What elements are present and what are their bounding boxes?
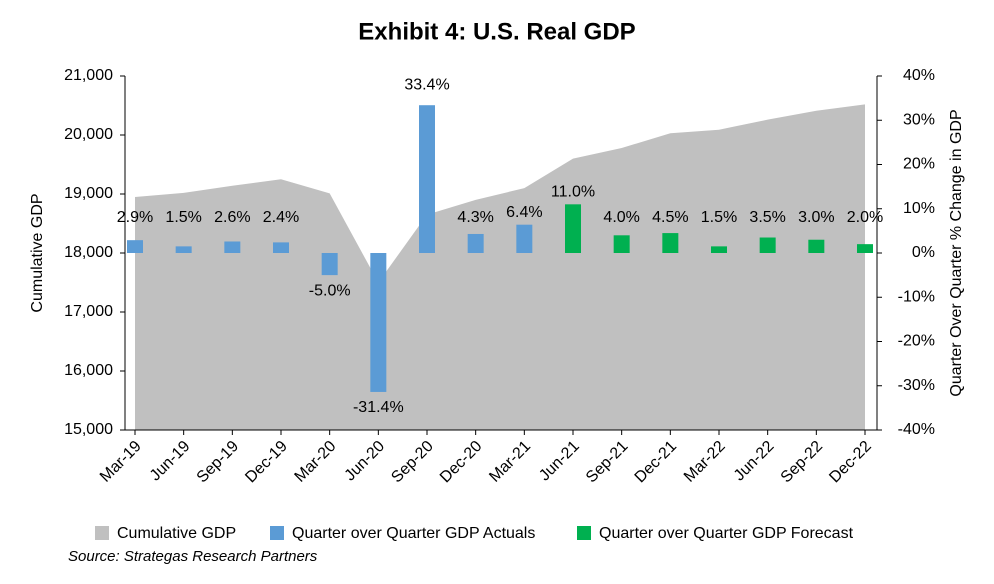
value-label: 11.0% bbox=[551, 184, 595, 201]
value-label: 33.4% bbox=[404, 76, 449, 93]
y2-tick-label: 30% bbox=[903, 111, 935, 128]
legend-swatch bbox=[270, 526, 284, 540]
value-label: 2.0% bbox=[847, 209, 883, 226]
bar bbox=[273, 242, 289, 253]
value-label: 4.5% bbox=[652, 209, 688, 226]
x-tick-label: Mar-22 bbox=[681, 438, 729, 486]
y2-tick-label: 20% bbox=[903, 156, 935, 173]
bar bbox=[711, 246, 727, 253]
y-tick-label: 15,000 bbox=[64, 421, 113, 438]
x-tick-label: Mar-20 bbox=[292, 438, 340, 486]
value-label: 1.5% bbox=[165, 209, 201, 226]
value-label: -31.4% bbox=[353, 399, 404, 416]
bar bbox=[419, 105, 435, 253]
chart-title: Exhibit 4: U.S. Real GDP bbox=[358, 18, 635, 45]
value-label: 2.4% bbox=[263, 209, 299, 226]
x-tick-label: Sep-22 bbox=[778, 438, 827, 487]
bar bbox=[127, 240, 143, 253]
y2-tick-label: 0% bbox=[912, 244, 935, 261]
bar bbox=[175, 246, 192, 253]
y-tick-label: 21,000 bbox=[64, 67, 113, 84]
y-tick-label: 18,000 bbox=[64, 244, 113, 261]
y-tick-label: 17,000 bbox=[64, 303, 113, 320]
value-label: 4.3% bbox=[457, 209, 493, 226]
x-tick-label: Sep-21 bbox=[583, 438, 632, 487]
y2-axis-title: Quarter Over Quarter % Change in GDP bbox=[948, 109, 965, 396]
value-label: 2.9% bbox=[117, 209, 153, 226]
x-tick-label: Sep-20 bbox=[388, 438, 437, 487]
x-tick-label: Sep-19 bbox=[194, 438, 243, 487]
y-tick-label: 20,000 bbox=[64, 126, 113, 143]
bar bbox=[808, 239, 825, 253]
value-label: 2.6% bbox=[214, 209, 250, 226]
y-tick-label: 16,000 bbox=[64, 362, 113, 379]
x-tick-label: Dec-19 bbox=[242, 438, 291, 487]
legend-swatch bbox=[95, 526, 109, 540]
y2-tick-label: -10% bbox=[898, 288, 935, 305]
bar bbox=[224, 241, 241, 253]
x-tick-label: Dec-22 bbox=[826, 438, 875, 487]
bar bbox=[565, 204, 581, 253]
y2-tick-label: -40% bbox=[898, 421, 935, 438]
bar bbox=[613, 235, 630, 253]
bar bbox=[516, 224, 533, 253]
bar bbox=[662, 233, 679, 253]
x-tick-label: Dec-20 bbox=[437, 438, 486, 487]
bar bbox=[321, 253, 338, 276]
value-label: 4.0% bbox=[603, 209, 639, 226]
bar bbox=[370, 253, 387, 392]
legend-label: Cumulative GDP bbox=[117, 525, 236, 542]
bar bbox=[857, 244, 873, 253]
source: Source: Strategas Research Partners bbox=[68, 548, 318, 565]
area bbox=[135, 104, 865, 430]
x-tick-label: Jun-19 bbox=[147, 438, 194, 485]
value-label: 1.5% bbox=[701, 209, 737, 226]
value-label: 3.0% bbox=[798, 209, 834, 226]
x-tick-label: Jun-22 bbox=[731, 438, 778, 485]
value-label: 3.5% bbox=[749, 209, 785, 226]
x-tick-label: Jun-20 bbox=[342, 438, 389, 485]
y-tick-label: 19,000 bbox=[64, 185, 113, 202]
value-label: 6.4% bbox=[506, 204, 542, 221]
legend-label: Quarter over Quarter GDP Actuals bbox=[292, 525, 535, 542]
bar bbox=[759, 237, 776, 253]
legend-label: Quarter over Quarter GDP Forecast bbox=[599, 525, 854, 542]
x-tick-label: Dec-21 bbox=[632, 438, 681, 487]
x-tick-label: Jun-21 bbox=[536, 438, 583, 485]
legend-swatch bbox=[577, 526, 591, 540]
y2-tick-label: 40% bbox=[903, 67, 935, 84]
y2-tick-label: 10% bbox=[903, 200, 935, 217]
x-tick-label: Mar-19 bbox=[97, 438, 145, 486]
bar bbox=[467, 233, 484, 253]
y-axis-title: Cumulative GDP bbox=[29, 193, 46, 312]
y2-tick-label: -30% bbox=[898, 377, 935, 394]
x-tick-label: Mar-21 bbox=[486, 438, 534, 486]
value-label: -5.0% bbox=[309, 282, 351, 299]
y2-tick-label: -20% bbox=[898, 333, 935, 350]
